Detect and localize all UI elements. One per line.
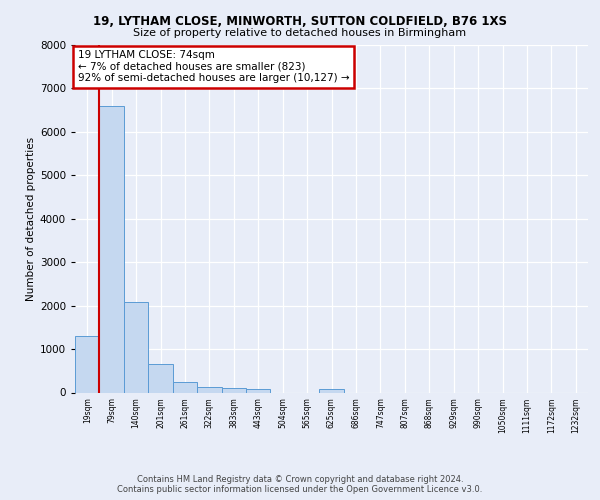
Y-axis label: Number of detached properties: Number of detached properties bbox=[26, 136, 35, 301]
Text: Contains public sector information licensed under the Open Government Licence v3: Contains public sector information licen… bbox=[118, 484, 482, 494]
Bar bbox=[148, 364, 173, 392]
Bar bbox=[75, 336, 100, 392]
Bar bbox=[246, 389, 271, 392]
Bar bbox=[319, 390, 344, 392]
Bar bbox=[173, 382, 197, 392]
Bar bbox=[100, 106, 124, 393]
Bar bbox=[221, 388, 246, 392]
Text: Contains HM Land Registry data © Crown copyright and database right 2024.: Contains HM Land Registry data © Crown c… bbox=[137, 474, 463, 484]
Text: Size of property relative to detached houses in Birmingham: Size of property relative to detached ho… bbox=[133, 28, 467, 38]
Text: 19, LYTHAM CLOSE, MINWORTH, SUTTON COLDFIELD, B76 1XS: 19, LYTHAM CLOSE, MINWORTH, SUTTON COLDF… bbox=[93, 15, 507, 28]
Bar bbox=[197, 387, 221, 392]
Text: 19 LYTHAM CLOSE: 74sqm
← 7% of detached houses are smaller (823)
92% of semi-det: 19 LYTHAM CLOSE: 74sqm ← 7% of detached … bbox=[77, 50, 349, 84]
Bar bbox=[124, 302, 148, 392]
